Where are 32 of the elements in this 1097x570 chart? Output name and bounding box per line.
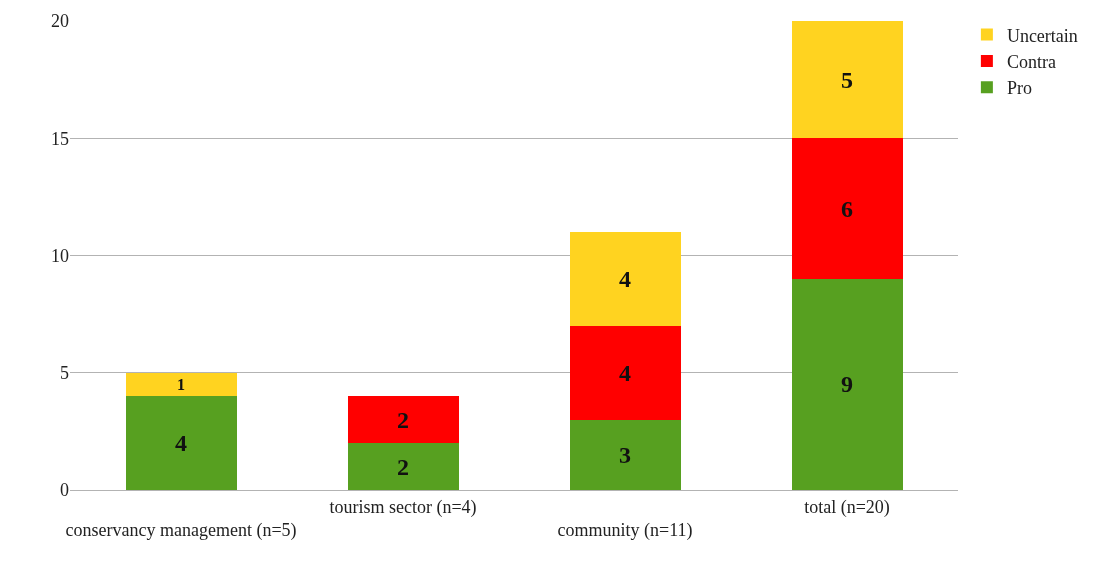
data-label: 4 <box>619 265 631 292</box>
x-tick-label: tourism sector (n=4) <box>329 496 477 518</box>
bar <box>791 278 903 490</box>
y-tick-label: 10 <box>51 245 69 266</box>
x-tick-label: total (n=20) <box>804 496 890 518</box>
bar <box>125 372 237 397</box>
bar <box>569 419 681 490</box>
bar <box>791 138 903 279</box>
legend-label: Contra <box>1006 51 1056 72</box>
data-label: 2 <box>397 406 409 433</box>
legend-label: Uncertain <box>1006 25 1078 46</box>
x-tick-label: conservancy management (n=5) <box>65 520 297 541</box>
data-label: 4 <box>619 359 631 386</box>
data-label: 4 <box>175 430 187 457</box>
data-label: 1 <box>176 375 186 393</box>
legend-label: Pro <box>1006 78 1032 99</box>
bar <box>569 232 681 326</box>
data-label: 2 <box>397 453 409 480</box>
y-tick-label: 0 <box>60 480 69 501</box>
y-tick-label: 20 <box>51 11 69 32</box>
y-tick-label: 5 <box>60 363 69 384</box>
data-label: 6 <box>841 195 853 222</box>
bar <box>347 396 459 444</box>
bar <box>347 443 459 490</box>
data-label: 5 <box>841 66 853 93</box>
data-label: 9 <box>841 371 853 398</box>
bar <box>125 396 237 490</box>
y-tick-label: 15 <box>51 128 69 149</box>
data-label: 3 <box>619 441 631 468</box>
bar <box>791 21 903 139</box>
bar <box>569 325 681 420</box>
x-tick-label: community (n=11) <box>557 520 693 541</box>
